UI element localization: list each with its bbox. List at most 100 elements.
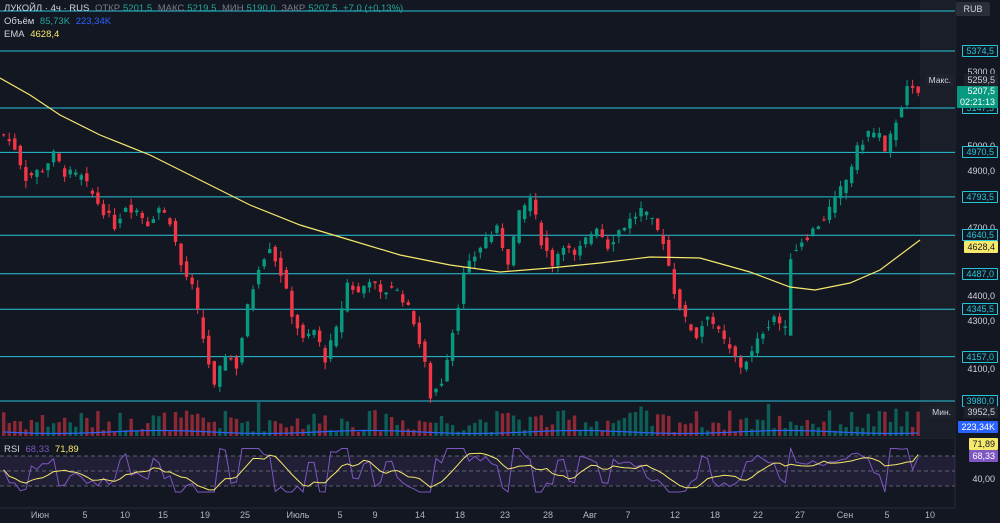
candle-body <box>135 210 139 213</box>
volume-bar <box>112 431 117 436</box>
volume-bar <box>29 419 34 436</box>
candle-body <box>162 210 167 213</box>
volume-value: 85,73K <box>39 16 71 27</box>
candle-body <box>755 338 760 354</box>
candle-body <box>201 317 205 339</box>
candle-body <box>24 167 28 181</box>
volume-bar <box>290 425 294 436</box>
candle-body <box>373 281 377 284</box>
volume-bar <box>74 426 78 436</box>
candle-body <box>412 311 416 325</box>
candle-body <box>118 218 122 224</box>
time-tick-label: 28 <box>543 510 553 520</box>
volume-bar <box>500 413 505 436</box>
volume-bar <box>268 420 272 436</box>
volume-bar <box>489 431 494 436</box>
volume-bar <box>295 418 300 436</box>
price-tick-label: 4300,0 <box>967 316 995 326</box>
volume-bar <box>811 423 815 436</box>
volume-bar <box>583 422 588 436</box>
ema-value: 4628,4 <box>30 29 60 40</box>
volume-bar <box>207 422 211 436</box>
candle-body <box>517 210 521 243</box>
ema-label: EMA <box>4 29 25 40</box>
candle-body <box>256 269 261 285</box>
volume-bar <box>378 431 383 436</box>
candle-body <box>2 134 6 136</box>
candle-body <box>822 219 826 221</box>
time-tick-label: 12 <box>670 510 680 520</box>
bar-countdown: 02:21:13 <box>959 97 995 107</box>
time-tick-label: 23 <box>500 510 510 520</box>
candle-body <box>639 208 643 217</box>
candle-body <box>739 357 743 368</box>
symbol-label[interactable]: ЛУКОЙЛ · 4ч · RUS <box>4 3 90 14</box>
candle-body <box>112 214 117 230</box>
level-tag: 4970,5 <box>962 146 998 159</box>
volume-bar <box>572 415 577 436</box>
candle-body <box>556 254 560 266</box>
candle-body <box>62 168 67 177</box>
support-resistance-levels <box>0 10 955 402</box>
candle-body <box>401 294 405 303</box>
volume-bar <box>728 410 732 436</box>
volume-bar <box>844 427 848 436</box>
volume-bar <box>478 419 483 436</box>
rsi-line <box>3 446 919 494</box>
candle-body <box>711 317 715 325</box>
price-tick-label: 4700,0 <box>967 223 995 233</box>
time-tick-label: 27 <box>795 510 805 520</box>
rsi-pane <box>0 446 955 509</box>
volume-bar <box>373 410 377 436</box>
candle-body <box>223 356 228 371</box>
volume-bar <box>439 415 444 436</box>
time-tick-label: 19 <box>200 510 210 520</box>
volume-bar <box>888 421 893 436</box>
candle-body <box>179 243 183 266</box>
candle-body <box>816 226 821 230</box>
rsi-legend[interactable]: RSI 68,33 71,89 <box>4 444 82 456</box>
volume-ma-value: 223,34K <box>75 16 112 27</box>
candle-body <box>306 333 311 337</box>
rsi-value: 68,33 <box>25 444 50 455</box>
candle-body <box>705 316 710 320</box>
volume-bar <box>234 418 239 436</box>
volume-bar <box>700 427 704 436</box>
candle-body <box>794 249 798 251</box>
candle-body <box>79 175 83 180</box>
candle-body <box>722 330 726 339</box>
ema-legend[interactable]: EMA 4628,4 <box>4 29 62 41</box>
volume-bar <box>788 421 793 436</box>
rsi-label: RSI <box>4 444 20 455</box>
candle-body <box>395 289 399 291</box>
candle-body <box>317 330 322 343</box>
volume-bar <box>179 417 183 436</box>
volume-bar <box>628 412 632 436</box>
currency-button[interactable]: RUB <box>956 2 990 16</box>
candle-body <box>207 335 211 365</box>
candle-body <box>245 304 250 337</box>
price-tick-label: 4400,0 <box>967 291 995 301</box>
candle-body <box>351 285 355 290</box>
volume-bars <box>2 402 920 436</box>
candle-body <box>290 290 294 317</box>
candle-body <box>450 332 455 361</box>
volume-legend[interactable]: Объём 85,73K 223,34K <box>4 16 114 28</box>
time-axis: Июн 5 10 15 19 25 Июль 5 9 14 18 23 28 Авг 7 12 18 22 27 Се… <box>31 510 935 520</box>
volume-bar <box>2 412 6 436</box>
volume-bar <box>894 408 898 436</box>
candle-body <box>910 85 915 88</box>
ohlc-legend[interactable]: ЛУКОЙЛ · 4ч · RUS ОТКР 5201,5 МАКС 5219,5 … <box>4 3 406 15</box>
candle-body <box>190 277 194 285</box>
time-tick-label: 9 <box>372 510 377 520</box>
candle-body <box>838 186 843 199</box>
volume-bar <box>401 420 405 436</box>
volume-bar <box>689 423 693 436</box>
volume-bar <box>151 415 156 436</box>
candle-body <box>633 216 638 219</box>
price-tick-label: 5000,0 <box>964 140 998 152</box>
volume-bar <box>118 412 122 436</box>
candle-body <box>229 357 233 360</box>
